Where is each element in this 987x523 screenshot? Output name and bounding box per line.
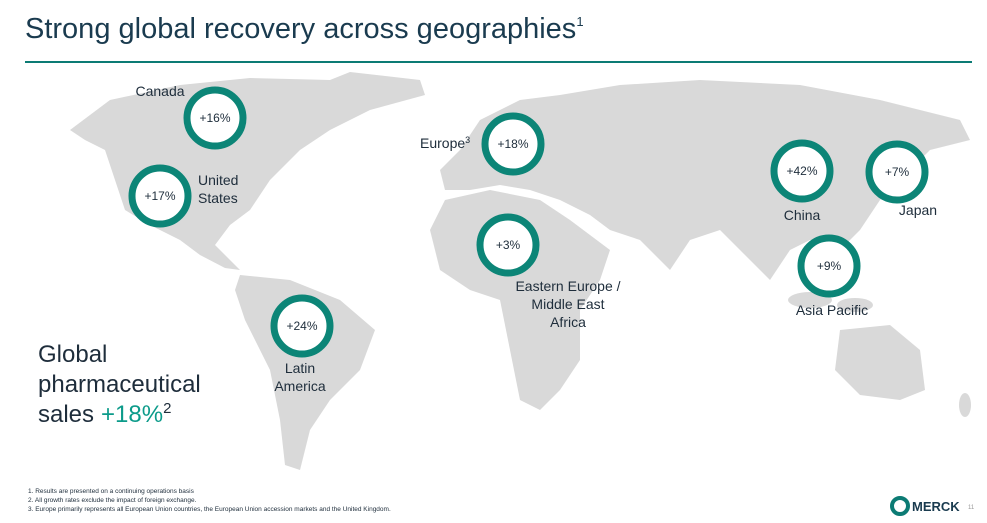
region-label: Eastern Europe / — [515, 278, 620, 294]
region-label-text: Asia Pacific — [796, 302, 868, 318]
region-label-text: United — [198, 172, 238, 188]
region: +16% Canada — [135, 83, 247, 150]
region-label: Japan — [899, 202, 937, 218]
regions: +16% Canada +17% United States +24% Latin Ameri… — [128, 83, 937, 394]
region-label: States — [198, 190, 238, 206]
growth-ring — [797, 234, 861, 298]
summary: Global pharmaceutical sales +18%2 — [38, 341, 201, 428]
summary-prefix: sales — [38, 401, 94, 428]
region-label-text: Japan — [899, 202, 937, 218]
region-label: United — [198, 172, 238, 188]
summary-highlight: +18% — [101, 401, 163, 428]
title-sup: 1 — [576, 14, 583, 29]
growth-ring — [476, 213, 540, 277]
slide-title: Strong global recovery across geographie… — [25, 13, 584, 45]
region-label-text: Europe — [420, 135, 465, 151]
logo-text: MERCK — [912, 499, 960, 514]
footnote: 1. Results are presented on a continuing… — [28, 488, 195, 495]
region: +9% Asia Pacific — [796, 234, 868, 318]
growth-ring — [865, 140, 929, 204]
growth-value: +24% — [286, 319, 317, 333]
region-label-sup: 3 — [465, 135, 470, 145]
summary-line: pharmaceutical — [38, 371, 201, 398]
growth-value: +16% — [199, 111, 230, 125]
region-label: Europe3 — [420, 135, 470, 151]
region-label: Latin — [285, 360, 315, 376]
growth-value: +18% — [497, 137, 528, 151]
summary-sup: 2 — [163, 400, 171, 417]
footnote: 2. All growth rates exclude the impact o… — [28, 497, 197, 504]
region: +17% United States — [128, 164, 238, 228]
growth-value: +9% — [817, 259, 842, 273]
region-label: Asia Pacific — [796, 302, 868, 318]
growth-ring — [770, 139, 834, 203]
region: +42% China — [770, 139, 834, 223]
growth-ring — [128, 164, 192, 228]
region-label-text: Latin — [285, 360, 315, 376]
region-label-text: Africa — [550, 314, 586, 330]
footnotes: 1. Results are presented on a continuing… — [28, 488, 391, 513]
region-label-text: China — [784, 207, 821, 223]
footnote: 3. Europe primarily represents all Europ… — [28, 506, 391, 513]
summary-line: sales +18%2 — [38, 400, 171, 428]
region-label: Africa — [550, 314, 586, 330]
region-label-text: Eastern Europe / — [515, 278, 620, 294]
growth-ring — [481, 112, 545, 176]
growth-value: +7% — [885, 165, 910, 179]
region-label: Canada — [135, 83, 184, 99]
region-label-text: States — [198, 190, 238, 206]
region-label: America — [274, 378, 326, 394]
region: +3% Eastern Europe / Middle East Africa — [476, 213, 621, 330]
growth-value: +17% — [144, 189, 175, 203]
page-number: 11 — [968, 505, 975, 511]
region-label: China — [784, 207, 821, 223]
region-label-text: Middle East — [531, 296, 604, 312]
summary-line: Global — [38, 341, 107, 368]
growth-ring — [183, 86, 247, 150]
region-label-text: Canada — [135, 83, 184, 99]
region-label: Middle East — [531, 296, 604, 312]
region: +24% Latin America — [270, 294, 334, 394]
region: +7% Japan — [865, 140, 937, 218]
logo: MERCK — [890, 496, 960, 516]
growth-ring — [270, 294, 334, 358]
region-label-text: America — [274, 378, 326, 394]
growth-value: +42% — [786, 164, 817, 178]
region: +18% Europe3 — [420, 112, 545, 176]
growth-value: +3% — [496, 238, 521, 252]
title-text: Strong global recovery across geographie… — [25, 13, 576, 45]
